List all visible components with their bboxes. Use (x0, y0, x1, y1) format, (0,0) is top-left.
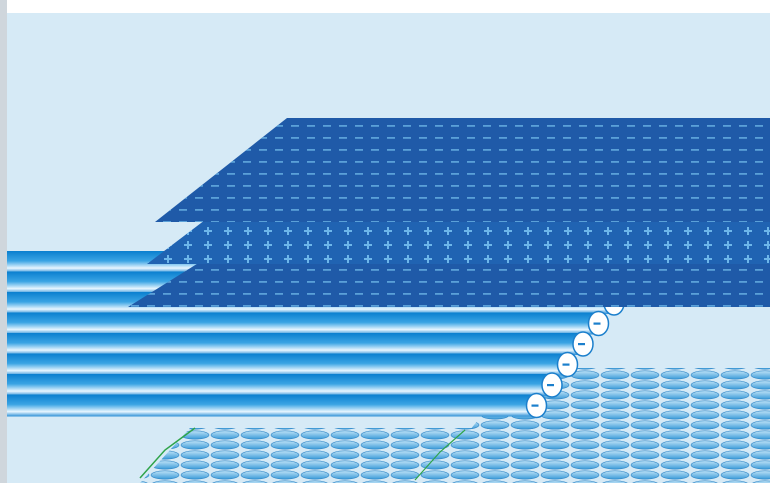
rod-end-cap-4 (587, 310, 610, 337)
rod-end-cap-7 (541, 372, 563, 398)
rod-5 (7, 333, 583, 355)
rod-6 (7, 353, 568, 376)
left-edge (0, 0, 7, 483)
top-sheet (155, 118, 770, 222)
bottom-sheet (128, 262, 770, 307)
rod-7 (7, 374, 552, 396)
rod-4 (7, 312, 599, 335)
rod-end-cap-8 (525, 392, 548, 419)
rod-end-cap-5 (572, 331, 594, 357)
mesh-layer (139, 368, 770, 483)
middle-sheet (147, 220, 770, 264)
rod-end-cap-6 (556, 351, 579, 378)
rod-8 (7, 394, 537, 417)
